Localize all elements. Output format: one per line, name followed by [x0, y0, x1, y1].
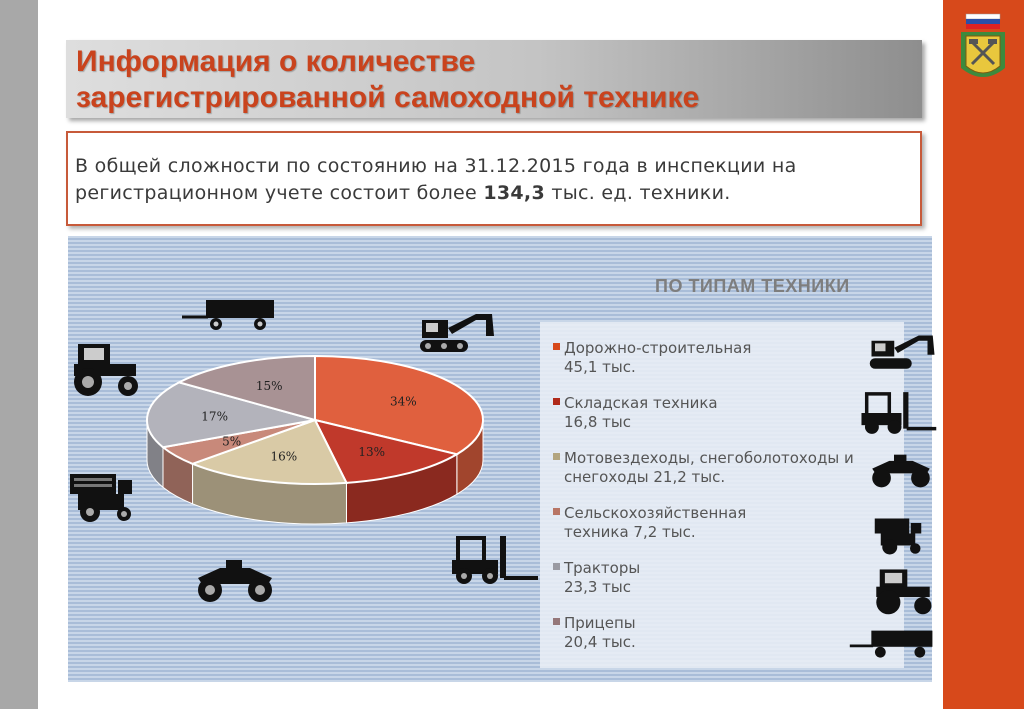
info-bold-value: 134,3	[483, 182, 545, 204]
info-box: В общей сложности по состоянию на 31.12.…	[66, 131, 922, 226]
legend-item: Складская техника 16,8 тыс	[553, 394, 718, 432]
coat-of-arms-icon	[961, 13, 1005, 77]
legend-swatch	[553, 453, 560, 460]
legend-panel	[540, 322, 904, 668]
pie-slice-1	[313, 418, 460, 484]
legend-label: Прицепы	[564, 614, 636, 632]
info-text-before: В общей сложности по состоянию на 31.12.…	[75, 155, 797, 204]
legend-item: Дорожно-строительная 45,1 тыс.	[553, 339, 752, 377]
pie-chart: 34% 13% 16% 5% 17% 15%	[146, 354, 484, 525]
pie-data-label-0: 34%	[390, 395, 417, 409]
legend-swatch	[553, 343, 560, 350]
legend-value: снегоходы 21,2 тыс.	[564, 468, 726, 486]
combine-harvester-icon	[874, 518, 922, 555]
legend-value: 20,4 тыс.	[564, 633, 636, 651]
right-accent-bar	[943, 0, 1024, 709]
legend-label: Складская техника	[564, 394, 718, 412]
russian-flag-icon	[965, 13, 1001, 29]
legend-value: 16,8 тыс	[564, 413, 631, 431]
tractor-icon	[876, 569, 932, 615]
pie-data-label-4: 17%	[201, 409, 228, 423]
legend-label: Сельскохозяйственная	[564, 504, 747, 522]
excavator-icon	[420, 314, 494, 352]
legend-item: Тракторы 23,3 тыс	[553, 559, 641, 597]
chart-title: ПО ТИПАМ ТЕХНИКИ	[655, 276, 850, 296]
atv-icon	[872, 454, 930, 488]
info-text-after: тыс. ед. техники.	[544, 182, 731, 204]
legend-swatch	[553, 563, 560, 570]
legend-label: Мотовездеходы, снегоболотоходы и	[564, 449, 854, 467]
legend-swatch	[553, 618, 560, 625]
left-sidebar-bar	[0, 0, 38, 709]
combine-harvester-icon	[70, 474, 132, 522]
trailer-icon	[849, 630, 933, 658]
pie-slice-2	[189, 418, 349, 485]
pie-data-label-5: 15%	[256, 379, 283, 393]
page-title-line1: Информация о количестве	[76, 45, 476, 78]
tractor-icon	[74, 344, 138, 396]
legend-item: Мотовездеходы, снегоболотоходы и снегоход…	[553, 449, 854, 487]
info-text: В общей сложности по состоянию на 31.12.…	[75, 153, 915, 207]
page-title-line2: зарегистрированной самоходной технике	[76, 81, 700, 114]
legend-swatch	[553, 508, 560, 515]
legend-label: Дорожно-строительная	[564, 339, 752, 357]
pie-data-label-2: 16%	[271, 450, 298, 464]
legend-value: техника 7,2 тыс.	[564, 523, 696, 541]
atv-icon	[198, 560, 272, 602]
title-box: Информация о количестве зарегистрированн…	[66, 40, 922, 118]
forklift-icon	[861, 392, 937, 434]
legend-item: Сельскохозяйственная техника 7,2 тыс.	[553, 504, 747, 542]
pie-data-label-3: 5%	[222, 435, 241, 449]
legend-item: Прицепы 20,4 тыс.	[553, 614, 636, 652]
excavator-icon	[869, 335, 935, 369]
pie-slice-4	[146, 381, 316, 449]
legend-label: Тракторы	[564, 559, 641, 577]
page-title: Информация о количестве зарегистрированн…	[76, 44, 699, 116]
pie-data-label-1: 13%	[358, 445, 385, 459]
pie-slice-5	[176, 354, 316, 422]
forklift-icon	[452, 536, 538, 584]
legend-value: 23,3 тыс	[564, 578, 631, 596]
legend-swatch	[553, 398, 560, 405]
trailer-icon	[182, 300, 274, 330]
legend-value: 45,1 тыс.	[564, 358, 636, 376]
